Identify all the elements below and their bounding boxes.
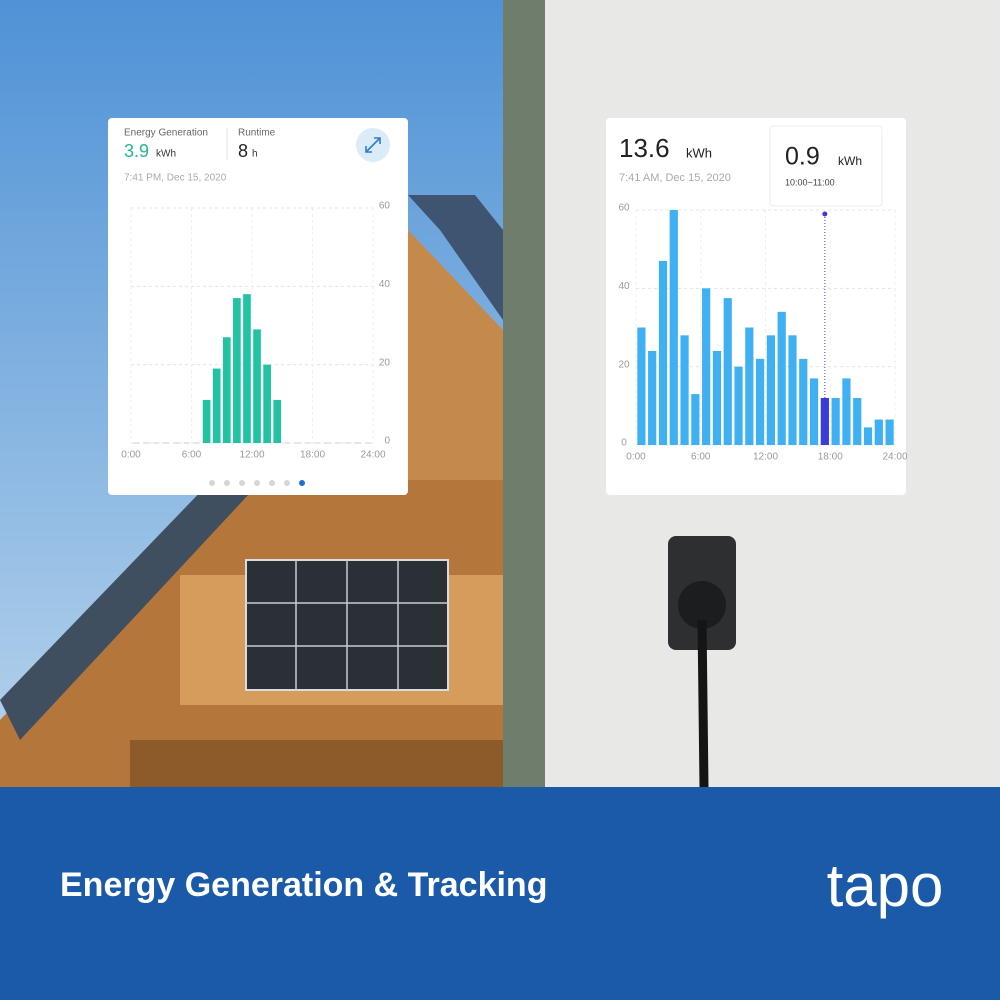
y-tick-label: 0: [384, 436, 390, 447]
bar: [637, 327, 646, 445]
bar: [263, 364, 271, 443]
banner-title: Energy Generation & Tracking: [60, 866, 547, 904]
logo: tapo: [827, 852, 944, 919]
bar: [788, 335, 797, 445]
bar: [766, 335, 775, 445]
bar: [723, 298, 732, 445]
bar: [712, 351, 722, 445]
expand-icon: [365, 137, 381, 153]
x-tick-label: 24:00: [882, 452, 907, 463]
metric-label: Runtime: [238, 128, 276, 139]
bar: [202, 399, 211, 443]
roof: [408, 195, 503, 320]
x-tick-label: 12:00: [753, 452, 778, 463]
x-tick-label: 6:00: [691, 452, 711, 463]
x-tick-label: 0:00: [626, 452, 646, 463]
cursor-dot: [822, 211, 828, 217]
bar: [853, 398, 862, 445]
x-tick-label: 18:00: [818, 452, 843, 463]
bar: [809, 378, 819, 445]
x-tick-label: 18:00: [300, 450, 325, 461]
y-tick-label: 20: [379, 357, 391, 368]
panel-grid: [246, 560, 448, 690]
bar: [863, 427, 873, 445]
timestamp: 7:41 PM, Dec 15, 2020: [124, 173, 227, 184]
x-tick-label: 6:00: [182, 450, 202, 461]
tree-strip: [503, 0, 545, 787]
bar: [831, 398, 840, 445]
tooltip: [769, 125, 883, 207]
bar: [799, 358, 808, 445]
lower-wall: [130, 740, 503, 787]
card: [108, 118, 408, 495]
total-unit: kWh: [686, 145, 712, 160]
y-tick-label: 60: [379, 201, 391, 212]
bar: [874, 419, 883, 445]
roof-edge: [0, 430, 290, 740]
metric-value: 8: [238, 141, 248, 161]
x-tick-label: 24:00: [360, 450, 385, 461]
y-tick-label: 20: [618, 359, 630, 370]
bar: [885, 419, 894, 445]
bar: [702, 288, 711, 445]
y-tick-label: 40: [379, 279, 391, 290]
bar: [745, 327, 754, 445]
metric-unit: kWh: [156, 149, 176, 160]
bar: [680, 335, 689, 445]
banner: [0, 787, 1000, 1000]
bar: [820, 398, 829, 445]
bar: [734, 366, 743, 445]
metric-value: 3.9: [124, 141, 149, 161]
metric-unit: h: [252, 149, 258, 160]
bar: [253, 329, 261, 443]
bar: [648, 351, 657, 445]
bar: [243, 294, 251, 443]
y-tick-label: 0: [621, 438, 627, 449]
tooltip-range: 10:00~11:00: [785, 177, 835, 187]
bar: [658, 260, 668, 445]
x-tick-label: 0:00: [121, 450, 141, 461]
gable: [408, 230, 503, 480]
bar: [273, 399, 282, 443]
tooltip-value: 0.9: [785, 143, 820, 171]
y-tick-label: 40: [618, 281, 630, 292]
bar: [233, 298, 241, 443]
bar: [842, 378, 851, 445]
total-value: 13.6: [619, 133, 670, 163]
bar: [669, 210, 678, 445]
tooltip-unit: kWh: [838, 154, 862, 168]
pager: [209, 480, 305, 486]
y-tick-label: 60: [618, 203, 630, 214]
bar: [691, 394, 700, 445]
bar: [212, 368, 221, 443]
cable: [697, 619, 709, 788]
bar: [222, 337, 231, 443]
plug-socket: [678, 581, 726, 629]
bar: [777, 311, 786, 445]
metric-label: Energy Generation: [124, 128, 208, 139]
bar: [756, 358, 765, 445]
x-tick-label: 12:00: [239, 450, 264, 461]
timestamp: 7:41 AM, Dec 15, 2020: [619, 172, 731, 184]
